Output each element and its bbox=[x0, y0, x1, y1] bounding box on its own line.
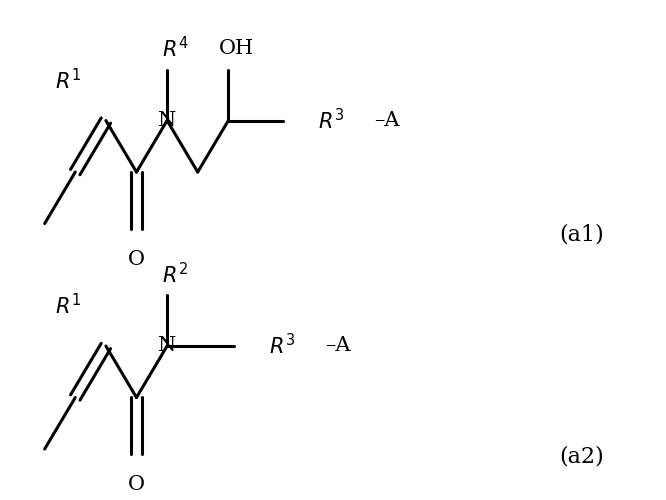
Text: OH: OH bbox=[218, 40, 254, 58]
Text: N: N bbox=[158, 111, 176, 130]
Text: $R^4$: $R^4$ bbox=[162, 36, 188, 62]
Text: $R^3$: $R^3$ bbox=[318, 108, 344, 133]
Text: –A: –A bbox=[325, 336, 351, 355]
Text: (a2): (a2) bbox=[559, 446, 604, 468]
Text: (a1): (a1) bbox=[559, 224, 604, 246]
Text: $R^1$: $R^1$ bbox=[55, 68, 81, 93]
Text: O: O bbox=[128, 250, 145, 268]
Text: $R^2$: $R^2$ bbox=[162, 262, 188, 287]
Text: O: O bbox=[128, 475, 145, 494]
Text: N: N bbox=[158, 336, 176, 355]
Text: $R^1$: $R^1$ bbox=[55, 293, 81, 318]
Text: –A: –A bbox=[374, 111, 400, 130]
Text: $R^3$: $R^3$ bbox=[269, 334, 295, 358]
